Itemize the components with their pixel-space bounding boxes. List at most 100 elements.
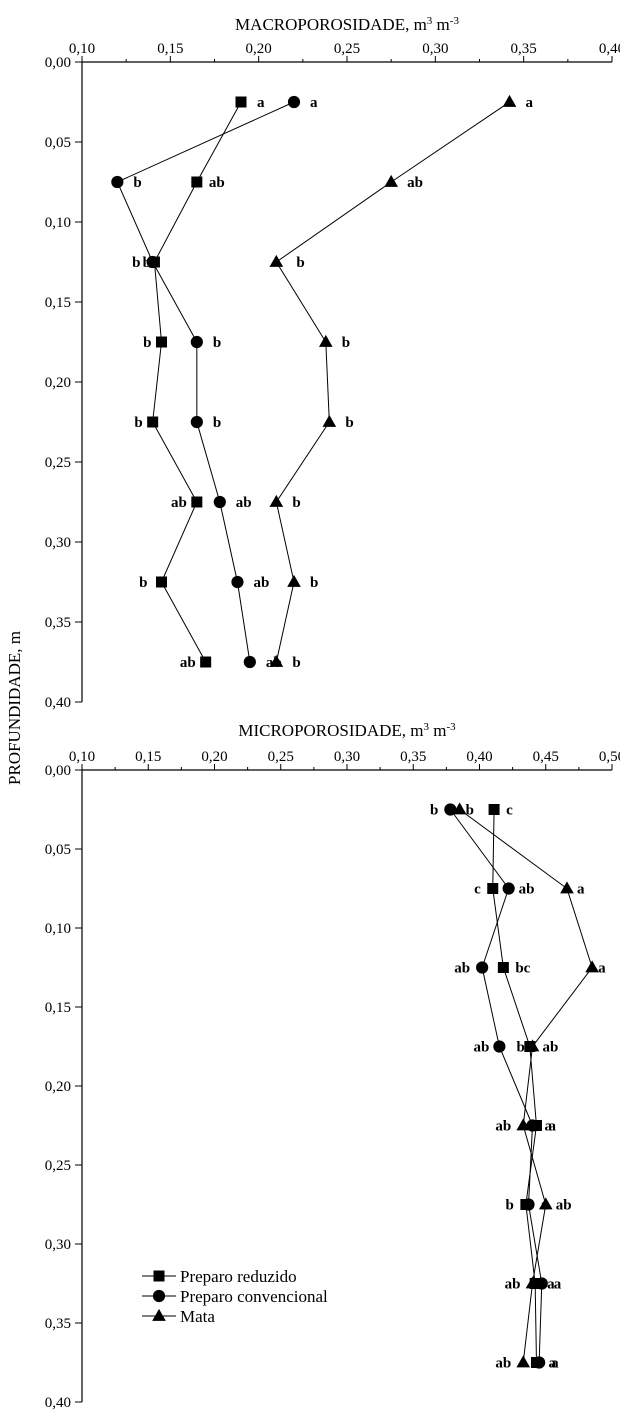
data-point-circle (526, 1119, 539, 1132)
y-tick-label: 0,15 (45, 295, 71, 311)
data-label: ab (543, 1040, 559, 1056)
y-tick-label: 0,00 (45, 55, 71, 71)
data-label: b (430, 803, 438, 819)
data-label: b (143, 255, 151, 271)
chart-title: MICROPOROSIDADE, m3 m-3 (238, 721, 456, 740)
data-point-circle (535, 1277, 548, 1290)
data-point-square (235, 96, 247, 108)
data-label: b (139, 575, 147, 591)
data-point-triangle (322, 414, 337, 427)
data-label: a (554, 1277, 562, 1293)
y-tick-label: 0,35 (45, 1316, 71, 1332)
data-point-triangle (560, 881, 574, 894)
data-label: a (548, 1356, 556, 1372)
data-point-circle (231, 575, 244, 589)
data-label: b (213, 335, 221, 351)
data-point-circle (287, 95, 301, 109)
data-point-circle (493, 1040, 506, 1053)
data-label: ab (556, 1198, 572, 1214)
y-tick-label: 0,40 (45, 1395, 71, 1411)
x-tick-label: 0,30 (334, 749, 360, 765)
y-tick-label: 0,25 (45, 1158, 71, 1174)
data-point-circle (476, 961, 489, 974)
y-tick-label: 0,20 (45, 375, 71, 391)
x-tick-label: 0,40 (599, 41, 620, 57)
data-point-square (191, 176, 203, 188)
y-tick-label: 0,10 (45, 921, 71, 937)
data-label: ab (253, 575, 269, 591)
x-tick-label: 0,20 (246, 41, 272, 57)
data-label: ab (171, 495, 187, 511)
data-label: c (506, 803, 513, 819)
data-label: a (547, 1277, 555, 1293)
x-tick-label: 0,10 (69, 41, 95, 57)
data-label: ab (407, 175, 423, 191)
data-label: a (257, 95, 265, 111)
data-point-square (156, 336, 167, 348)
data-point-circle (522, 1198, 535, 1211)
x-tick-label: 0,25 (268, 749, 294, 765)
legend-marker-circle (152, 1289, 166, 1303)
data-point-triangle (287, 574, 301, 587)
data-label: b (342, 335, 350, 351)
data-point-square (487, 883, 499, 894)
data-label: ab (236, 495, 252, 511)
y-tick-label: 0,30 (45, 535, 71, 551)
data-label: ab (519, 882, 535, 898)
y-tick-label: 0,10 (45, 215, 71, 231)
data-label: ab (180, 655, 196, 671)
series-line-circle (449, 809, 543, 1363)
data-point-circle (146, 255, 159, 269)
y-tick-label: 0,35 (45, 615, 71, 631)
data-point-triangle (516, 1355, 531, 1368)
data-label: b (132, 255, 140, 271)
x-tick-label: 0,35 (511, 41, 537, 57)
data-label: b (292, 495, 300, 511)
legend-label: Preparo convencional (180, 1287, 328, 1306)
data-point-square (147, 416, 159, 428)
data-point-triangle (585, 960, 599, 973)
data-label: b (517, 1040, 525, 1056)
y-tick-label: 0,40 (45, 695, 71, 711)
series-line-square (152, 101, 242, 663)
x-tick-label: 0,40 (466, 749, 492, 765)
data-point-triangle (525, 1039, 540, 1052)
data-point-triangle (269, 254, 284, 267)
data-point-circle (502, 882, 515, 895)
data-point-triangle (525, 1276, 540, 1289)
macroporosity-chart: MACROPOROSIDADE, m3 m-3 0,10 0,15 0,20 0,25 0… (45, 15, 620, 711)
chart-title: MACROPOROSIDADE, m3 m-3 (235, 15, 459, 34)
data-label: a (310, 95, 318, 111)
data-point-triangle (269, 494, 284, 507)
microporosity-chart: MICROPOROSIDADE, m3 m-3 0,10 0,15 0,20 0,25 0… (45, 721, 620, 1411)
data-label: b (292, 655, 300, 671)
y-tick-label: 0,05 (45, 135, 71, 151)
y-axis-label: PROFUNDIDADE, m (5, 631, 24, 785)
x-tick-label: 0,20 (201, 749, 227, 765)
data-label: a (598, 961, 606, 977)
data-point-circle (444, 803, 457, 816)
data-label: a (548, 1119, 556, 1135)
data-label: b (310, 575, 318, 591)
data-label: b (466, 803, 474, 819)
y-tick-label: 0,20 (45, 1079, 71, 1095)
data-point-triangle (384, 174, 398, 187)
legend-marker-triangle (152, 1308, 166, 1321)
data-point-square (191, 496, 203, 508)
series-line-square (492, 809, 537, 1363)
data-label: a (545, 1119, 553, 1135)
data-label: b (133, 175, 141, 191)
data-label: ab (454, 961, 470, 977)
y-tick-label: 0,25 (45, 455, 71, 471)
data-point-square (488, 804, 500, 815)
data-label: b (143, 335, 151, 351)
data-label: ab (505, 1277, 521, 1293)
data-label: c (474, 882, 481, 898)
data-point-circle (190, 415, 203, 429)
y-tick-label: 0,05 (45, 842, 71, 858)
data-label: b (134, 415, 142, 431)
data-point-circle (111, 175, 124, 189)
data-point-circle (243, 655, 256, 669)
y-tick-label: 0,30 (45, 1237, 71, 1253)
